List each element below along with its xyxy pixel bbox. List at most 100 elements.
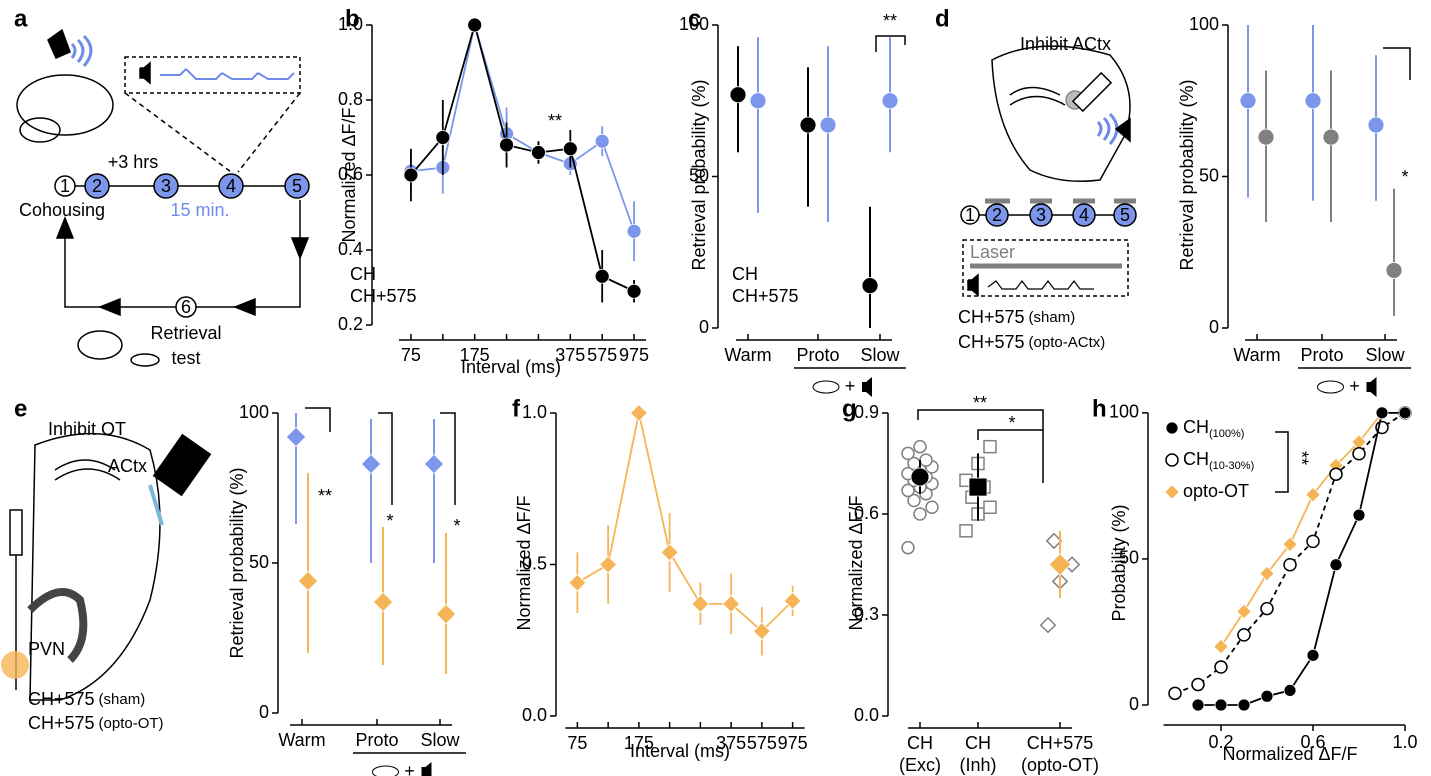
pup-icon <box>372 765 399 776</box>
significance-bracket <box>977 429 1043 440</box>
legend-entry: CH+575 <box>732 286 799 306</box>
legend-name: CH+575 <box>958 307 1025 327</box>
legend-subscript: (10-30%) <box>1209 460 1254 472</box>
x-tick-label: 75 <box>401 345 421 365</box>
y-tick-label: 0.3 <box>854 604 879 624</box>
y-tick-label: 0 <box>259 702 269 722</box>
data-point <box>901 540 915 555</box>
y-tick-label: 0.6 <box>338 164 363 184</box>
data-point <box>1306 648 1320 662</box>
data-point <box>1305 486 1321 503</box>
speaker-icon <box>862 377 872 397</box>
x-tick-label: Warm <box>1233 345 1280 365</box>
series-line <box>410 21 635 293</box>
data-point <box>629 404 648 422</box>
legend-entry: opto-OT <box>1183 481 1249 501</box>
y-tick-label: 0.5 <box>522 553 547 573</box>
legend-name: CH+575 <box>28 713 95 733</box>
region-label: PVN <box>28 639 65 659</box>
data-point <box>297 570 319 592</box>
data-point <box>1322 128 1340 146</box>
x-tick-label: Proto <box>355 730 398 750</box>
data-point <box>594 133 610 149</box>
significance-bracket <box>1383 47 1411 80</box>
timeline-node <box>153 173 179 199</box>
legend-note: (opto-ACtx) <box>1029 334 1106 351</box>
legend-name: CH+575 <box>28 689 95 709</box>
y-tick-label: 0.4 <box>338 239 363 259</box>
stimulus-box <box>962 239 1129 297</box>
y-axis-label: Retrieval probability (%) <box>1177 79 1197 270</box>
data-point <box>919 453 933 467</box>
data-point <box>1259 565 1275 582</box>
brain-detail <box>54 459 121 481</box>
data-point <box>403 167 419 183</box>
node-label: 5 <box>292 176 302 196</box>
series-line <box>1198 411 1405 706</box>
data-point <box>1048 553 1072 576</box>
brain-slice <box>29 432 161 701</box>
data-point <box>722 594 741 613</box>
data-point <box>660 543 679 562</box>
data-point <box>435 603 457 625</box>
x-tick-label: 575 <box>587 345 617 365</box>
legend-note: (sham) <box>1029 309 1076 326</box>
y-tick-label: 0.2 <box>338 314 363 334</box>
panel-label: a <box>14 5 28 32</box>
y-tick-label: 0.9 <box>854 402 879 422</box>
x-tick-sublabel: (Exc) <box>899 755 941 775</box>
node-label: 4 <box>1079 205 1089 225</box>
x-tick-label: CH <box>907 733 933 753</box>
timeline-node <box>1029 203 1053 227</box>
brain-tract <box>27 588 88 663</box>
laser-label: Laser <box>970 242 1015 262</box>
legend-entry: CH <box>732 264 758 284</box>
data-point <box>691 594 710 613</box>
data-point <box>1214 698 1228 712</box>
legend-entry: CH+575 (opto-OT) <box>28 713 164 733</box>
x-tick-label: 1.0 <box>1392 732 1417 752</box>
data-point <box>1237 628 1251 642</box>
arrow-head <box>232 297 256 317</box>
x-note: + <box>404 761 415 776</box>
data-point <box>499 137 514 153</box>
significance-label: * <box>453 516 460 536</box>
data-point <box>1191 698 1205 712</box>
schematic-title: Inhibit OT <box>48 419 126 439</box>
data-point <box>783 591 802 610</box>
panel-label: b <box>345 5 360 32</box>
panel-label: d <box>935 5 950 32</box>
x-tick-sublabel: (opto-OT) <box>1021 755 1099 775</box>
optical-fiber <box>1071 71 1113 113</box>
data-point <box>1214 660 1228 674</box>
node-label: 1 <box>965 205 975 225</box>
legend-entry: CH <box>350 264 376 284</box>
legend-name: CH <box>350 264 376 284</box>
brain-detail <box>1009 86 1066 106</box>
data-point <box>752 622 771 641</box>
data-point <box>1237 698 1251 712</box>
speech-bubble <box>77 330 123 360</box>
data-point <box>901 483 915 498</box>
legend-entry: CH+575 <box>350 286 417 306</box>
x-axis-label: Normalized ΔF/F <box>1222 744 1357 764</box>
panel-label: f <box>512 395 521 422</box>
data-point <box>1165 421 1179 435</box>
schematic-d <box>960 45 1137 297</box>
pup-drawing <box>19 117 61 143</box>
legend-name: CH+575 <box>732 286 799 306</box>
data-point <box>1168 686 1182 701</box>
x-note: + <box>845 376 856 396</box>
data-point <box>1164 484 1180 500</box>
speaker-icon <box>1114 117 1131 143</box>
legend-name: CH+575 <box>350 286 417 306</box>
data-point <box>907 493 921 508</box>
significance-bracket <box>440 412 456 505</box>
data-point <box>423 453 445 475</box>
panel-label: g <box>842 395 857 422</box>
data-point <box>729 86 747 104</box>
x-tick-label: 75 <box>567 733 587 753</box>
series-line <box>1174 412 1406 695</box>
sound-waves <box>70 34 93 67</box>
data-point <box>1398 406 1412 420</box>
